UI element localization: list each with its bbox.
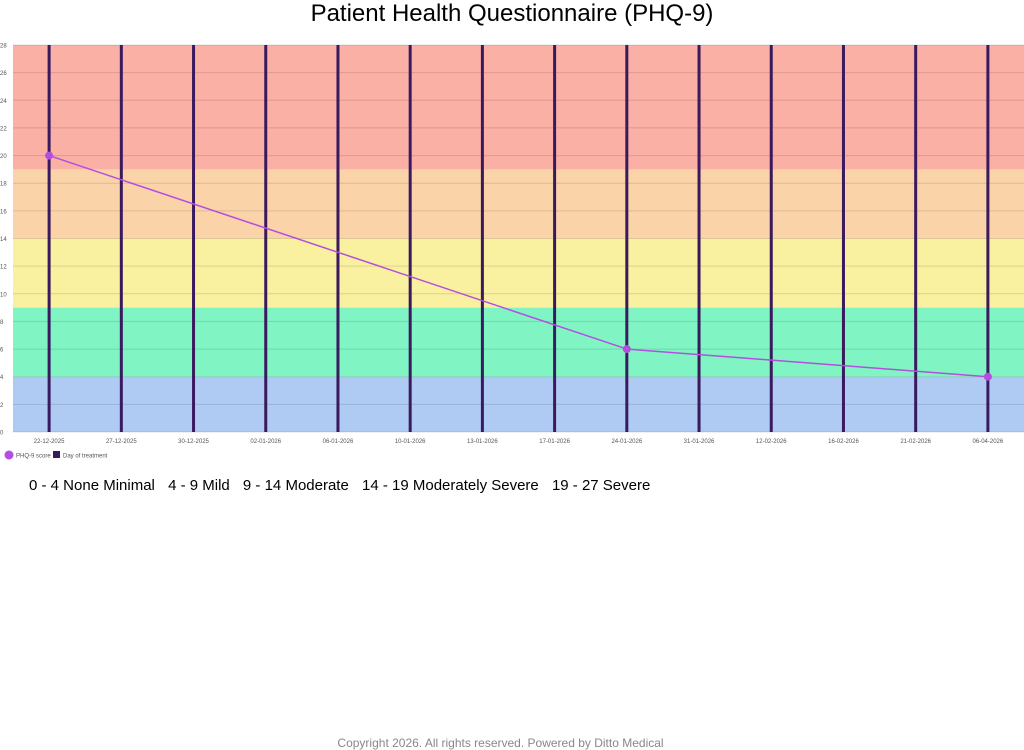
- chart-legend: PHQ-9 score Day of treatment: [4, 450, 108, 460]
- severity-key-item: 4 - 9 Mild: [168, 477, 230, 494]
- x-tick-label: 13-01-2026: [467, 439, 498, 445]
- severity-key-item: 0 - 4 None Minimal: [29, 477, 155, 494]
- grid-lines: [13, 44, 1024, 433]
- treatment-day-bar: [625, 45, 629, 432]
- x-tick-label: 12-02-2026: [756, 439, 787, 445]
- treatment-day-bar: [986, 45, 990, 432]
- severity-key: 0 - 4 None Minimal 4 - 9 Mild 9 - 14 Mod…: [29, 477, 659, 495]
- treatment-day-bar: [769, 45, 773, 432]
- x-tick-label: 16-02-2026: [828, 439, 859, 445]
- y-tick-label: 10: [0, 292, 7, 298]
- treatment-day-bar: [914, 45, 918, 432]
- y-tick-label: 20: [0, 154, 7, 160]
- severity-band: [13, 45, 1024, 170]
- treatment-day-bar: [119, 45, 123, 432]
- severity-band: [13, 238, 1024, 308]
- severity-bands: [13, 45, 1024, 432]
- score-line-layer: [45, 151, 992, 381]
- treatment-day-bar: [47, 45, 51, 432]
- treatment-day-bar: [553, 45, 557, 432]
- score-point: [983, 372, 992, 381]
- x-tick-label: 02-01-2026: [250, 439, 281, 445]
- y-tick-label: 22: [0, 126, 7, 132]
- severity-band: [13, 376, 1024, 432]
- severity-band: [13, 307, 1024, 377]
- x-tick-label: 17-01-2026: [539, 439, 570, 445]
- score-point: [45, 151, 54, 160]
- treatment-day-bar: [697, 45, 701, 432]
- y-tick-label: 4: [0, 375, 4, 381]
- treatment-day-bar: [841, 45, 845, 432]
- treatment-day-bar: [264, 45, 268, 432]
- legend-treatment-label: Day of treatment: [63, 454, 108, 460]
- y-tick-label: 28: [0, 44, 7, 50]
- y-tick-label: 2: [0, 403, 4, 409]
- treatment-day-bar: [192, 45, 196, 432]
- x-tick-label: 24-01-2026: [611, 439, 642, 445]
- x-tick-label: 30-12-2025: [178, 439, 209, 445]
- footer-copyright: Copyright 2026. All rights reserved. Pow…: [337, 736, 664, 750]
- x-tick-label: 10-01-2026: [395, 439, 426, 445]
- y-tick-label: 0: [0, 431, 4, 437]
- y-tick-label: 14: [0, 237, 7, 243]
- x-tick-label: 27-12-2025: [106, 439, 137, 445]
- y-tick-label: 16: [0, 209, 7, 215]
- y-tick-label: 26: [0, 71, 7, 77]
- y-tick-label: 24: [0, 99, 7, 105]
- x-tick-label: 06-04-2026: [973, 439, 1004, 445]
- x-tick-label: 21-02-2026: [900, 439, 931, 445]
- legend-score-label: PHQ-9 score: [16, 454, 51, 460]
- severity-band: [13, 169, 1024, 239]
- x-tick-label: 22-12-2025: [34, 439, 65, 445]
- severity-key-item: 19 - 27 Severe: [551, 477, 651, 494]
- x-tick-label: 06-01-2026: [323, 439, 354, 445]
- y-tick-label: 6: [0, 348, 4, 354]
- x-tick-label: 31-01-2026: [684, 439, 715, 445]
- severity-key-item: 14 - 19 Moderately Severe: [362, 477, 539, 494]
- legend-treatment-swatch: [53, 451, 60, 458]
- chart-title: Patient Health Questionnaire (PHQ-9): [310, 0, 714, 27]
- treatment-day-bar: [480, 45, 484, 432]
- x-axis-ticks: 22-12-2025 27-12-2025 30-12-2025 02-01-2026…: [34, 439, 1004, 445]
- treatment-day-markers: [47, 45, 990, 432]
- treatment-day-bar: [336, 45, 340, 432]
- severity-key-item: 9 - 14 Moderate: [242, 477, 349, 494]
- y-tick-label: 18: [0, 182, 7, 188]
- treatment-day-bar: [408, 45, 412, 432]
- legend-score-swatch: [4, 450, 14, 460]
- y-tick-label: 8: [0, 320, 4, 326]
- y-tick-label: 12: [0, 265, 7, 271]
- score-point: [622, 345, 631, 354]
